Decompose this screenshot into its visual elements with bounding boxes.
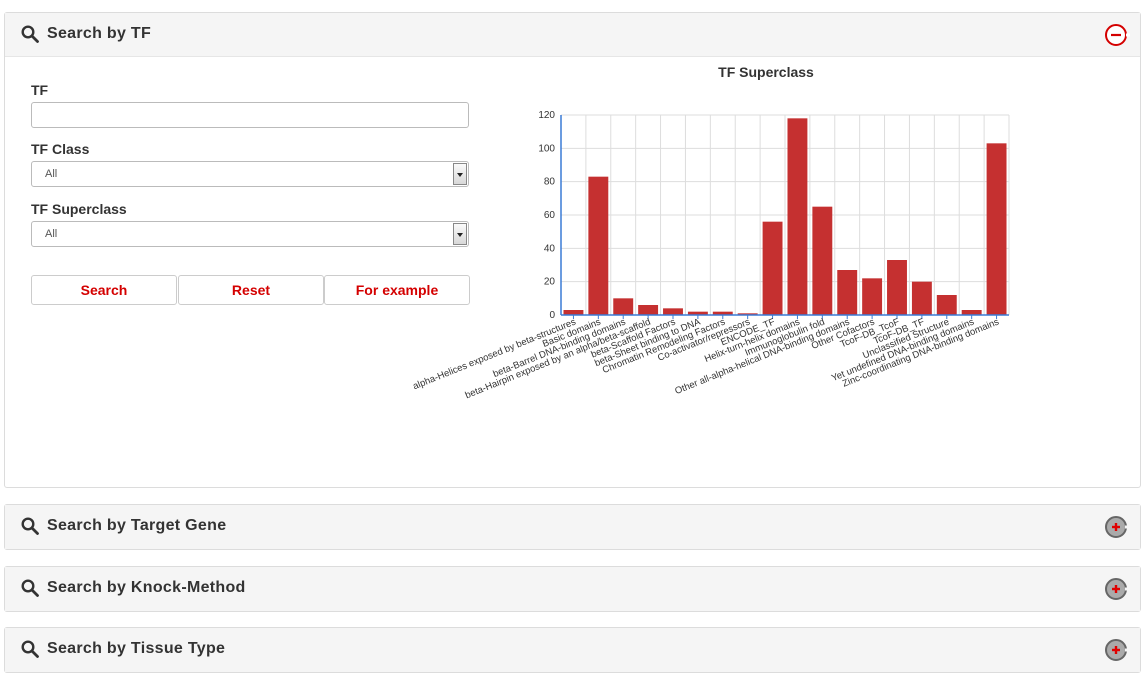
- tf-class-select[interactable]: All: [31, 161, 469, 187]
- chevron-down-icon[interactable]: [453, 163, 467, 185]
- tf-label: TF: [31, 82, 49, 98]
- panel-title-text: Search by Target Gene: [47, 517, 227, 534]
- chart-title: TF Superclass: [718, 64, 814, 80]
- for-example-button[interactable]: For example: [324, 275, 470, 305]
- search-icon: [21, 25, 39, 43]
- reset-button[interactable]: Reset: [178, 275, 324, 305]
- panel-title-text: Search by Knock-Method: [47, 579, 246, 596]
- search-icon: [21, 640, 39, 658]
- tf-input[interactable]: [31, 102, 469, 128]
- panel-title: Search by Knock-Method: [21, 579, 246, 597]
- panel-title-text: Search by TF: [47, 25, 152, 42]
- panel-search-by-tf: Search by TF TF TF Class All TF Supercla…: [4, 12, 1141, 488]
- panel-title-text: Search by Tissue Type: [47, 640, 226, 657]
- panel-search-by-target-gene[interactable]: Search by Target Gene: [4, 504, 1141, 550]
- expand-icon[interactable]: [1104, 637, 1130, 663]
- panel-header-tf[interactable]: Search by TF: [5, 13, 1140, 57]
- tf-superclass-value: All: [45, 228, 58, 240]
- panel-header-target-gene[interactable]: Search by Target Gene: [5, 505, 1140, 549]
- panel-header-knock-method[interactable]: Search by Knock-Method: [5, 567, 1140, 611]
- tf-superclass-label: TF Superclass: [31, 201, 127, 217]
- search-icon: [21, 579, 39, 597]
- chevron-down-icon[interactable]: [453, 223, 467, 245]
- expand-icon[interactable]: [1104, 576, 1130, 602]
- collapse-icon[interactable]: [1104, 22, 1130, 48]
- expand-icon[interactable]: [1104, 514, 1130, 540]
- panel-title: Search by TF: [21, 25, 151, 43]
- panel-header-tissue-type[interactable]: Search by Tissue Type: [5, 628, 1140, 672]
- tf-class-label: TF Class: [31, 141, 90, 157]
- panel-title: Search by Tissue Type: [21, 640, 225, 658]
- search-icon: [21, 517, 39, 535]
- tf-class-value: All: [45, 168, 58, 180]
- panel-search-by-knock-method[interactable]: Search by Knock-Method: [4, 566, 1141, 612]
- panel-title: Search by Target Gene: [21, 517, 226, 535]
- panel-search-by-tissue-type[interactable]: Search by Tissue Type: [4, 627, 1141, 673]
- tf-superclass-select[interactable]: All: [31, 221, 469, 247]
- search-button[interactable]: Search: [31, 275, 177, 305]
